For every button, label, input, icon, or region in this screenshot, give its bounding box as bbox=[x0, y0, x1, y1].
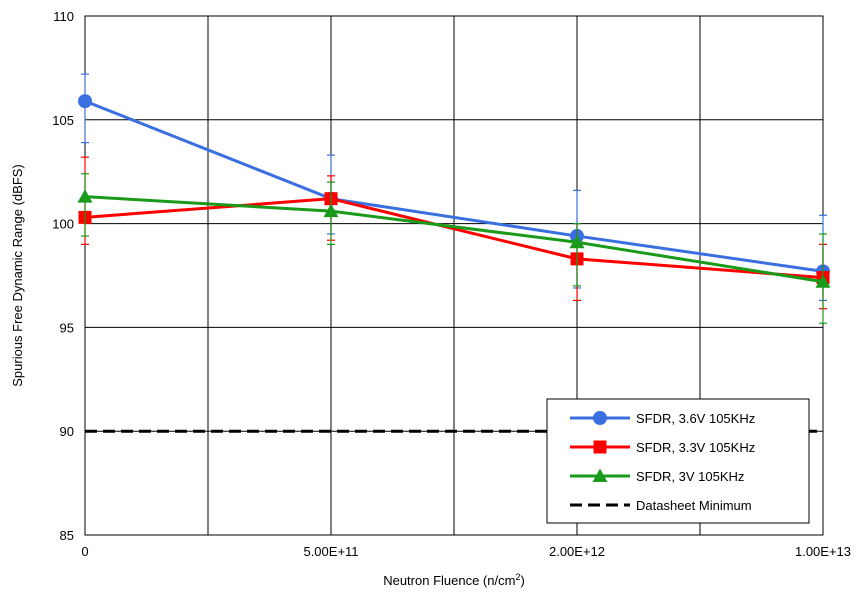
x-tick-label: 5.00E+11 bbox=[303, 544, 358, 559]
legend-marker bbox=[593, 440, 607, 454]
error-bar bbox=[81, 173, 89, 237]
y-tick-label: 105 bbox=[52, 113, 74, 128]
x-axis-title-superscript: 2 bbox=[515, 572, 520, 582]
y-tick-label: 90 bbox=[60, 424, 74, 439]
y-tick-label: 100 bbox=[52, 217, 74, 232]
legend-box bbox=[546, 398, 810, 524]
legend-marker bbox=[592, 468, 608, 482]
y-tick-label: 85 bbox=[60, 528, 74, 543]
legend: SFDR, 3.6V 105KHz SFDR, 3.3V 105KHz SFDR, … bbox=[546, 398, 810, 524]
data-point bbox=[78, 94, 92, 109]
legend-label: SFDR, 3.3V 105KHz bbox=[636, 440, 755, 455]
legend-entry: Datasheet Minimum bbox=[570, 498, 752, 513]
series-line bbox=[84, 195, 824, 284]
y-tick-label: 110 bbox=[53, 9, 74, 24]
legend-label: SFDR, 3.6V 105KHz bbox=[636, 411, 755, 426]
legend-entry: SFDR, 3.6V 105KHz bbox=[570, 411, 755, 426]
x-axis-title-end: ) bbox=[520, 573, 524, 588]
data-point bbox=[815, 274, 831, 288]
y-tick-label: 95 bbox=[60, 320, 74, 335]
legend-entry: SFDR, 3.3V 105KHz bbox=[570, 440, 755, 455]
x-tick-label: 0 bbox=[81, 544, 88, 559]
series-line bbox=[84, 197, 824, 280]
data-point bbox=[323, 203, 339, 218]
legend-entry: SFDR, 3V 105KHz bbox=[570, 468, 744, 484]
series-line bbox=[84, 99, 824, 273]
legend-label: Datasheet Minimum bbox=[636, 498, 752, 513]
series-2 bbox=[77, 173, 831, 324]
data-point bbox=[77, 189, 93, 203]
legend-marker bbox=[593, 411, 607, 425]
x-tick-label: 1.00E+13 bbox=[795, 544, 851, 559]
y-axis-ticks: 85 90 95 100 105 110 bbox=[52, 9, 74, 543]
x-tick-label: 2.00E+12 bbox=[549, 544, 605, 559]
x-axis-ticks: 0 5.00E+11 2.00E+12 1.00E+13 bbox=[81, 544, 851, 559]
x-axis-title-main: Neutron Fluence (n/cm bbox=[383, 573, 515, 588]
y-axis-title: Spurious Free Dynamic Range (dBFS) bbox=[10, 164, 25, 387]
legend-label: SFDR, 3V 105KHz bbox=[636, 469, 744, 484]
error-bar bbox=[573, 223, 581, 287]
x-axis-title: Neutron Fluence (n/cm2) bbox=[383, 572, 525, 588]
error-bar bbox=[81, 73, 89, 144]
data-point bbox=[569, 234, 585, 249]
